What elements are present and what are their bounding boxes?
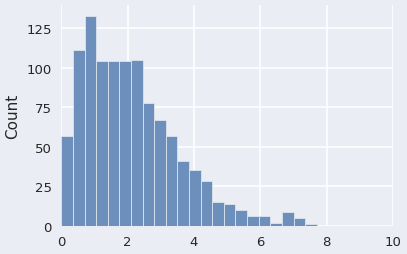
- Bar: [85, 17, 96, 226]
- Bar: [96, 62, 108, 226]
- Bar: [259, 216, 270, 226]
- Bar: [142, 103, 154, 226]
- Bar: [108, 62, 119, 226]
- Bar: [119, 62, 131, 226]
- Bar: [154, 120, 166, 226]
- Bar: [293, 218, 305, 226]
- Bar: [212, 202, 224, 226]
- Bar: [189, 171, 201, 226]
- Bar: [247, 216, 259, 226]
- Bar: [270, 223, 282, 226]
- Y-axis label: Count: Count: [6, 93, 21, 138]
- Bar: [282, 212, 293, 226]
- Bar: [166, 136, 177, 226]
- Bar: [224, 204, 236, 226]
- Bar: [305, 224, 317, 226]
- Bar: [236, 210, 247, 226]
- Bar: [201, 182, 212, 226]
- Bar: [61, 136, 73, 226]
- Bar: [177, 161, 189, 226]
- Bar: [73, 51, 85, 226]
- Bar: [131, 61, 142, 226]
